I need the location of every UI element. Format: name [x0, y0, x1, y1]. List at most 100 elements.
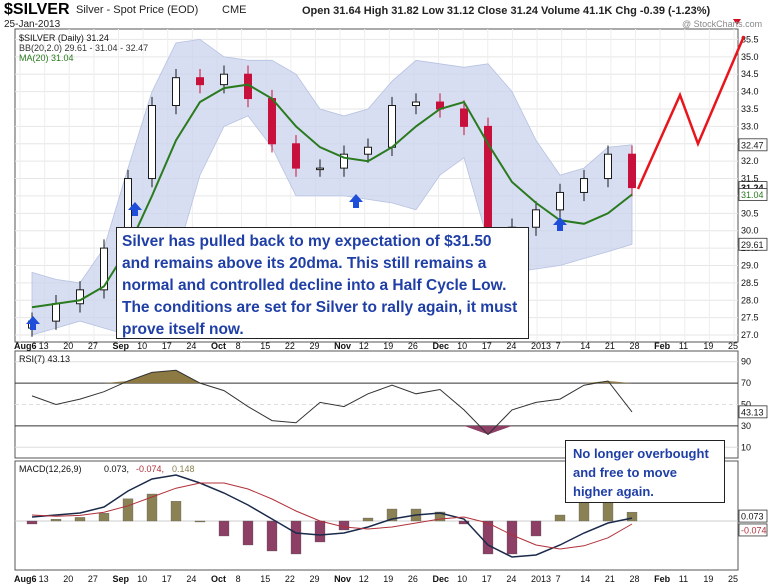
candle-body [172, 77, 180, 107]
macd-histogram-bar [530, 520, 542, 537]
price-tick-label: 28.0 [741, 295, 759, 305]
price-legend: $SILVER (Daily) 31.24 [19, 33, 109, 43]
macd-legend: MACD(12,26,9) [19, 464, 82, 474]
x-axis-label-bottom: Aug6 [14, 574, 37, 584]
price-value-box [738, 138, 768, 152]
x-axis-label-bottom: 14 [580, 574, 590, 584]
rsi-tick-label: 90 [741, 357, 751, 367]
rsi-overbought-fill [584, 380, 608, 384]
blue-arrow-icon [128, 202, 142, 216]
x-axis-label: 2013 [531, 341, 551, 351]
x-axis-label: 13 [39, 341, 49, 351]
candle-body [268, 98, 276, 145]
x-axis-label-bottom: Feb [654, 574, 671, 584]
x-axis-label-bottom: Dec [433, 574, 450, 584]
price-tick-label: 28.5 [741, 278, 759, 288]
x-axis-label-bottom: 24 [506, 574, 516, 584]
x-axis-label: 7 [556, 341, 561, 351]
x-axis-label: 15 [260, 341, 270, 351]
x-axis-label-bottom: 8 [236, 574, 241, 584]
macd-histogram-bar [218, 520, 230, 537]
candle-body [220, 73, 228, 86]
macd-histogram-bar [26, 520, 38, 525]
macd-histogram-bar [362, 517, 374, 522]
macd-value-box [738, 509, 768, 523]
x-axis-label: 17 [482, 341, 492, 351]
x-axis-label-bottom: 17 [162, 574, 172, 584]
macd-value-label: -0.074 [741, 525, 767, 535]
candle-body [148, 105, 156, 180]
macd-histogram-bar [338, 520, 350, 531]
candle-body [364, 146, 372, 155]
x-axis-label: 28 [630, 341, 640, 351]
macd-histogram-bar [482, 520, 494, 555]
x-axis-label: 22 [285, 341, 295, 351]
x-axis-label-bottom: 25 [728, 574, 738, 584]
rsi-overbought-fill [608, 380, 632, 384]
x-axis-label-bottom: 15 [260, 574, 270, 584]
x-axis-label: 27 [88, 341, 98, 351]
macd-signal-legend: -0.074, [136, 464, 164, 474]
chart-exchange: CME [222, 4, 247, 16]
macd-histogram-bar [554, 514, 566, 522]
x-axis-label-bottom: 28 [630, 574, 640, 584]
rsi-line [31, 369, 633, 436]
price-tick-label: 33.0 [741, 121, 759, 131]
x-axis-label: 11 [679, 341, 688, 351]
rsi-tick-label: 10 [741, 442, 751, 452]
projection-line [636, 35, 746, 190]
annotation-rsi: No longer overbought and free to move hi… [565, 440, 725, 503]
x-axis-label: Oct [211, 341, 226, 351]
price-tick-label: 31.5 [741, 174, 759, 184]
x-axis-label-bottom: 26 [408, 574, 418, 584]
x-axis-label-bottom: 27 [88, 574, 98, 584]
x-axis-label-bottom: Oct [211, 574, 226, 584]
ma-legend: MA(20) 31.04 [19, 53, 74, 63]
x-axis-label: 26 [408, 341, 418, 351]
rsi-value-label: 43.13 [741, 407, 764, 417]
candle-body [412, 101, 420, 107]
price-tick-label: 27.0 [741, 330, 759, 340]
down-arrow-icon [733, 19, 741, 25]
x-axis-label-bottom: 17 [482, 574, 492, 584]
blue-arrow-icon [26, 316, 40, 330]
x-axis-label-bottom: 22 [285, 574, 295, 584]
price-value-label: 29.61 [741, 240, 764, 250]
price-tick-label: 35.5 [741, 34, 759, 44]
macd-histogram-bar [242, 520, 254, 546]
x-axis-label-bottom: 7 [556, 574, 561, 584]
rsi-tick-label: 70 [741, 378, 751, 388]
x-axis-label: Sep [112, 341, 129, 351]
bollinger-band [31, 38, 633, 336]
macd-histogram-bar [314, 520, 326, 543]
candle-body [316, 167, 324, 171]
annotation-main: Silver has pulled back to my expectation… [116, 227, 529, 339]
x-axis-label-bottom: 10 [457, 574, 467, 584]
macd-histogram-bar [506, 520, 518, 555]
rsi-value-box [738, 405, 768, 419]
x-axis-label-bottom: 24 [186, 574, 196, 584]
x-axis-label: 19 [703, 341, 713, 351]
price-tick-label: 30.5 [741, 208, 759, 218]
macd-histogram-bar [98, 513, 110, 522]
x-axis-label-bottom: 13 [39, 574, 49, 584]
candle-body [628, 153, 636, 189]
candle-body [196, 77, 204, 86]
x-axis-label-bottom: 12 [359, 574, 369, 584]
rsi-overbought-fill [104, 380, 128, 384]
chart-instrument-name: Silver - Spot Price (EOD) [76, 4, 199, 16]
candle-body [292, 143, 300, 169]
price-tick-label: 30.0 [741, 226, 759, 236]
price-value-label: 32.47 [741, 140, 764, 150]
x-axis-label: 17 [162, 341, 172, 351]
macd-histogram-bar [434, 511, 446, 522]
candle-body [556, 191, 564, 211]
price-value-box [738, 188, 768, 201]
x-axis-label-bottom: 11 [679, 574, 688, 584]
price-value-label: 31.24 [741, 183, 764, 193]
x-axis-label-bottom: Nov [334, 574, 351, 584]
macd-hist-legend: 0.148 [172, 464, 195, 474]
x-axis-label-bottom: 21 [605, 574, 615, 584]
x-axis-label-bottom: 20 [63, 574, 73, 584]
